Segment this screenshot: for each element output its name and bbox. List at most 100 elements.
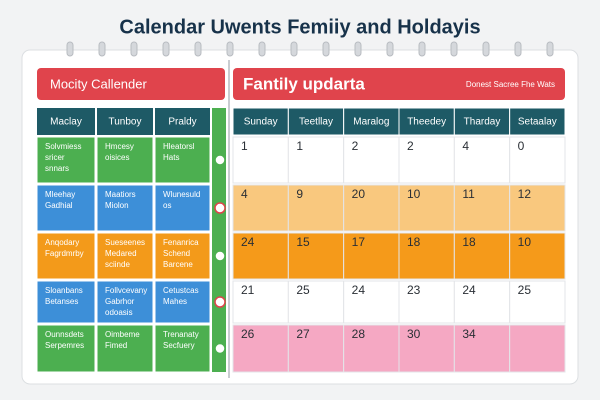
day-cell <box>232 324 289 373</box>
left-cell-text: Gabrhor <box>105 297 135 306</box>
day-number: 9 <box>296 187 303 201</box>
left-cell-text: snnars <box>45 164 69 173</box>
right-header-bar <box>233 68 565 100</box>
left-cell <box>154 280 211 324</box>
day-number: 2 <box>352 139 359 153</box>
day-number: 25 <box>296 283 310 297</box>
right-column-header: Sunday <box>244 117 278 128</box>
ring <box>66 41 74 57</box>
day-number: 0 <box>518 139 525 153</box>
day-number: 18 <box>407 235 421 249</box>
day-number: 24 <box>462 283 476 297</box>
left-cell-text: Barcene <box>163 260 193 269</box>
right-column-header-cell <box>509 107 566 136</box>
ring <box>322 41 330 57</box>
day-number: 28 <box>352 327 366 341</box>
ring <box>290 41 298 57</box>
right-column-header: Setaalay <box>518 117 557 128</box>
day-cell <box>398 232 455 280</box>
day-number: 24 <box>241 235 255 249</box>
day-number: 2 <box>407 139 414 153</box>
left-cell <box>36 324 96 373</box>
day-number: 34 <box>462 327 476 341</box>
day-cell <box>232 136 289 184</box>
ring <box>386 41 394 57</box>
ring <box>450 41 458 57</box>
binder-rings <box>66 41 554 57</box>
day-cell <box>453 280 511 324</box>
day-number: 4 <box>241 187 248 201</box>
left-cell-text: Serpemres <box>45 341 84 350</box>
day-cell <box>453 136 511 184</box>
left-cell-text: Betanses <box>45 297 78 306</box>
ring <box>482 41 490 57</box>
day-cell <box>509 324 566 373</box>
right-column-header: Tharday <box>464 117 501 128</box>
day-number: 15 <box>296 235 310 249</box>
left-cell-text: Gadhial <box>45 201 73 210</box>
left-cell <box>96 136 154 184</box>
day-number: 24 <box>352 283 366 297</box>
day-cell <box>509 232 566 280</box>
right-subheader: Donest Sacree Fhe Wats <box>466 80 555 89</box>
left-cell <box>154 136 211 184</box>
day-cell <box>232 184 289 232</box>
left-cell-text: Oimbeme <box>105 330 140 339</box>
day-number: 27 <box>296 327 310 341</box>
left-cell <box>96 324 154 373</box>
day-number: 10 <box>407 187 421 201</box>
right-column-header: Maralog <box>353 117 389 128</box>
left-column-header: Maclay <box>50 117 82 128</box>
ring <box>98 41 106 57</box>
right-column-header-cell <box>232 107 289 136</box>
left-cell-text: oisices <box>105 153 129 162</box>
day-cell <box>398 280 455 324</box>
left-cell-text: Hats <box>163 153 179 162</box>
left-cell <box>154 184 211 232</box>
day-cell <box>287 280 345 324</box>
day-number: 18 <box>462 235 476 249</box>
day-number: 26 <box>241 327 255 341</box>
left-cell-text: Trenanaty <box>163 330 199 339</box>
left-cell-text: Fimed <box>105 341 127 350</box>
right-column-header: Theedey <box>407 117 446 128</box>
ring <box>418 41 426 57</box>
left-cell <box>36 232 96 280</box>
left-cell-text: Hmcesy <box>105 142 134 151</box>
left-cell-text: Miolon <box>105 201 129 210</box>
left-cell-text: Sloanbans <box>45 286 83 295</box>
day-number: 11 <box>462 187 475 201</box>
left-cell-text: Solvmiess <box>45 142 81 151</box>
left-cell-text: os <box>163 201 171 210</box>
day-number: 12 <box>518 187 532 201</box>
day-cell <box>343 136 400 184</box>
day-number: 25 <box>518 283 532 297</box>
left-cell <box>154 232 211 280</box>
day-cell <box>509 280 566 324</box>
left-cell-text: Anqodary <box>45 238 79 247</box>
left-cell <box>36 136 96 184</box>
day-cell <box>287 232 345 280</box>
day-number: 21 <box>241 283 255 297</box>
right-header: Fantily updarta <box>243 74 365 93</box>
left-cell-text: Sueseenes <box>105 238 145 247</box>
ring <box>546 41 554 57</box>
left-cell-text: Wlunesuld <box>163 190 200 199</box>
day-cell <box>398 136 455 184</box>
left-cell-text: Medared <box>105 249 137 258</box>
left-header: Mocity Callender <box>50 76 147 91</box>
left-cell-text: sricer <box>45 153 65 162</box>
day-cell <box>343 232 400 280</box>
right-column-header-cell <box>287 107 345 136</box>
left-header-bar <box>37 68 225 100</box>
left-column-header-cell <box>155 108 210 135</box>
day-cell <box>453 324 511 373</box>
left-cell-text: Cetustcas <box>163 286 199 295</box>
day-cell <box>287 184 345 232</box>
left-cell <box>96 184 154 232</box>
ring <box>354 41 362 57</box>
left-cell-text: odoasis <box>105 308 133 317</box>
row-icon <box>214 154 226 166</box>
day-cell <box>453 232 511 280</box>
left-cell-text: Hleatorsl <box>163 142 195 151</box>
